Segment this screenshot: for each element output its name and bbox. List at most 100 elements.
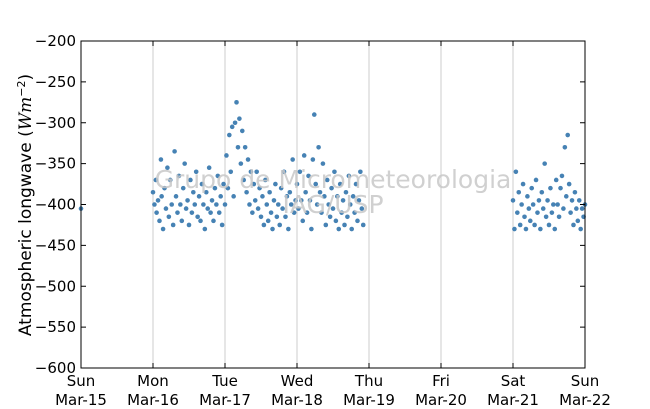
data-point	[317, 189, 323, 195]
data-point	[515, 210, 520, 215]
data-point	[329, 185, 334, 191]
data-point	[303, 189, 308, 195]
data-point	[335, 194, 340, 199]
data-point	[566, 181, 572, 187]
data-point	[516, 189, 522, 195]
x-tick-label-day: Tue	[211, 372, 238, 390]
data-point	[188, 177, 193, 183]
data-point	[183, 206, 189, 211]
data-point	[229, 124, 235, 130]
data-point	[307, 198, 313, 203]
data-point	[218, 194, 223, 199]
data-point	[336, 226, 342, 232]
data-point	[260, 194, 265, 199]
data-point	[360, 222, 366, 228]
data-point	[176, 173, 182, 179]
data-point	[313, 181, 319, 187]
data-point	[245, 157, 251, 162]
data-point	[306, 173, 311, 179]
y-axis-title-close: )	[16, 74, 36, 81]
data-point	[154, 210, 159, 215]
x-tick-label-date: Mar-22	[559, 391, 611, 409]
data-point	[169, 202, 175, 207]
data-point	[319, 210, 324, 215]
data-point	[320, 161, 326, 166]
grid-lines	[152, 41, 514, 368]
data-point	[337, 181, 343, 187]
data-point	[309, 226, 314, 232]
data-point	[281, 169, 287, 175]
data-point	[192, 202, 198, 207]
data-point	[523, 226, 529, 232]
x-tick-label-day: Sun	[571, 372, 600, 390]
data-point	[234, 100, 239, 105]
x-tick-label-date: Mar-21	[487, 391, 539, 409]
data-point	[296, 206, 301, 211]
data-point	[330, 206, 336, 211]
data-point	[538, 226, 543, 232]
data-point	[559, 173, 565, 179]
data-point	[199, 181, 205, 187]
data-point	[237, 116, 242, 121]
data-point	[150, 189, 156, 195]
data-point	[558, 185, 563, 191]
data-point	[162, 185, 167, 191]
data-point	[239, 128, 245, 134]
data-point	[527, 218, 533, 224]
data-point	[297, 169, 303, 175]
data-point	[536, 198, 542, 203]
data-point	[280, 206, 285, 211]
x-tick-label-date: Mar-19	[343, 391, 395, 409]
data-point	[195, 214, 200, 220]
data-point	[193, 169, 199, 175]
data-point	[346, 173, 352, 179]
data-point	[214, 202, 219, 207]
data-point	[556, 214, 562, 220]
data-point	[522, 214, 527, 220]
data-point	[283, 214, 288, 220]
data-point	[263, 177, 268, 183]
data-point	[545, 198, 550, 203]
data-point	[333, 218, 339, 224]
data-point	[274, 214, 280, 220]
data-point	[353, 181, 359, 187]
data-point	[287, 189, 293, 195]
x-tick-label-day: Sat	[501, 372, 526, 390]
data-point	[568, 210, 573, 215]
data-point	[222, 202, 228, 207]
y-tick-label: −350	[35, 155, 76, 173]
data-point	[293, 198, 298, 203]
data-point	[189, 210, 195, 215]
data-point	[227, 132, 232, 138]
x-tick-label-date: Mar-18	[271, 391, 323, 409]
data-point	[565, 132, 571, 138]
data-point	[553, 177, 559, 183]
data-points	[78, 100, 588, 232]
data-point	[258, 214, 264, 220]
data-point	[548, 185, 553, 191]
data-point	[216, 210, 222, 215]
data-point	[172, 149, 177, 154]
data-point	[290, 157, 295, 162]
data-point	[170, 222, 176, 228]
data-point	[543, 214, 549, 220]
data-point	[578, 226, 583, 232]
y-tick-label: −200	[35, 32, 76, 50]
data-point	[241, 177, 247, 183]
data-point	[152, 202, 157, 207]
y-tick-label: −600	[35, 359, 76, 377]
data-point	[166, 214, 172, 220]
data-point	[533, 177, 539, 183]
data-point	[316, 144, 321, 150]
x-tick-label-day: Wed	[281, 372, 314, 390]
y-axis-title-text: Atmospheric longwave (	[16, 130, 36, 336]
data-point	[535, 210, 540, 215]
data-point	[202, 226, 208, 232]
data-point	[288, 202, 294, 207]
data-point	[575, 218, 581, 224]
data-point	[552, 226, 558, 232]
data-point	[221, 181, 226, 187]
data-point	[180, 185, 186, 191]
y-tick-label: −400	[35, 196, 76, 214]
data-point	[571, 222, 576, 228]
